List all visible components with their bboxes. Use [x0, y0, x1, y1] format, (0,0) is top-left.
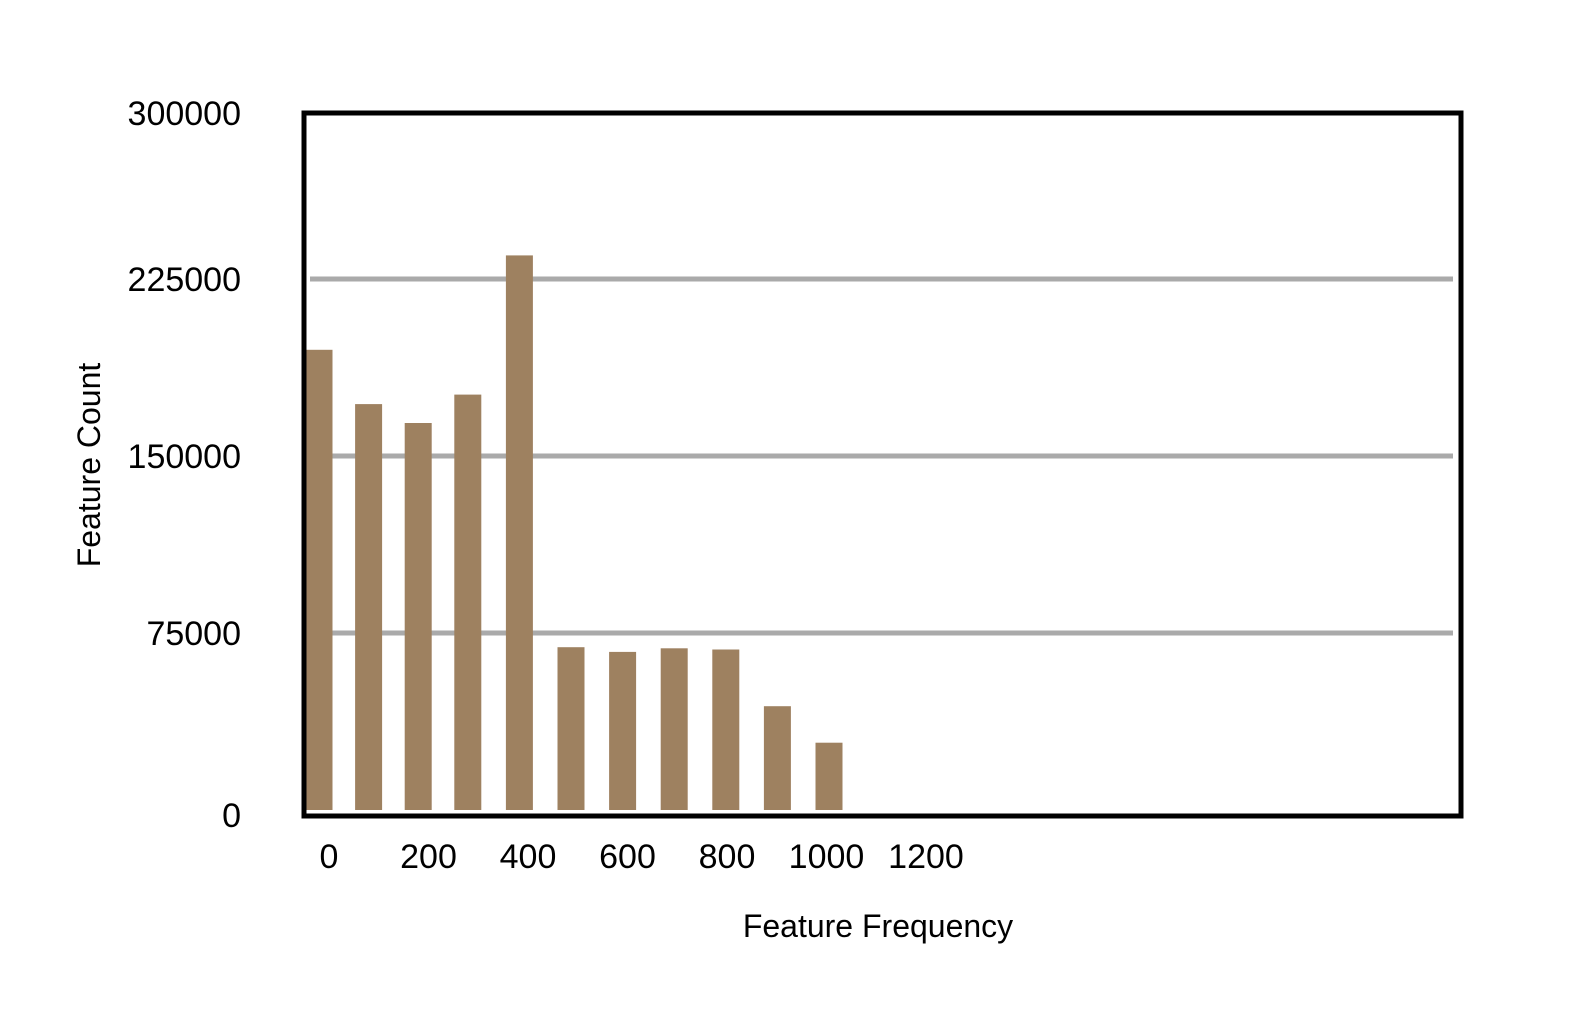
x-tick-label: 400	[500, 838, 557, 876]
x-tick-label: 1200	[888, 838, 964, 876]
bar	[815, 742, 843, 810]
bars	[305, 255, 843, 810]
bar	[660, 648, 688, 810]
y-tick-label: 300000	[128, 95, 241, 133]
y-axis-title: Feature Count	[71, 363, 107, 568]
bar	[355, 404, 383, 810]
y-axis-tick-labels: 0 75000 150000 225000 300000	[128, 95, 241, 835]
bar	[557, 647, 585, 810]
bar	[609, 651, 637, 810]
y-tick-label: 0	[222, 797, 241, 835]
bar	[763, 706, 791, 810]
x-axis-tick-labels: 0 200 400 600 800 1000 1200	[320, 838, 964, 876]
x-axis-title: Feature Frequency	[743, 908, 1013, 944]
bar	[505, 255, 533, 810]
bar	[404, 423, 432, 810]
y-tick-label: 225000	[128, 261, 241, 299]
plot-frame	[301, 110, 1464, 819]
y-tick-label: 75000	[146, 615, 241, 653]
x-tick-label: 0	[320, 838, 339, 876]
bar	[454, 394, 482, 810]
x-tick-label: 800	[699, 838, 756, 876]
gridlines	[310, 276, 1453, 636]
x-tick-label: 200	[400, 838, 457, 876]
bar	[305, 349, 333, 810]
x-tick-label: 600	[599, 838, 656, 876]
bar	[712, 649, 740, 810]
x-tick-label: 1000	[789, 838, 865, 876]
y-tick-label: 150000	[128, 438, 241, 476]
